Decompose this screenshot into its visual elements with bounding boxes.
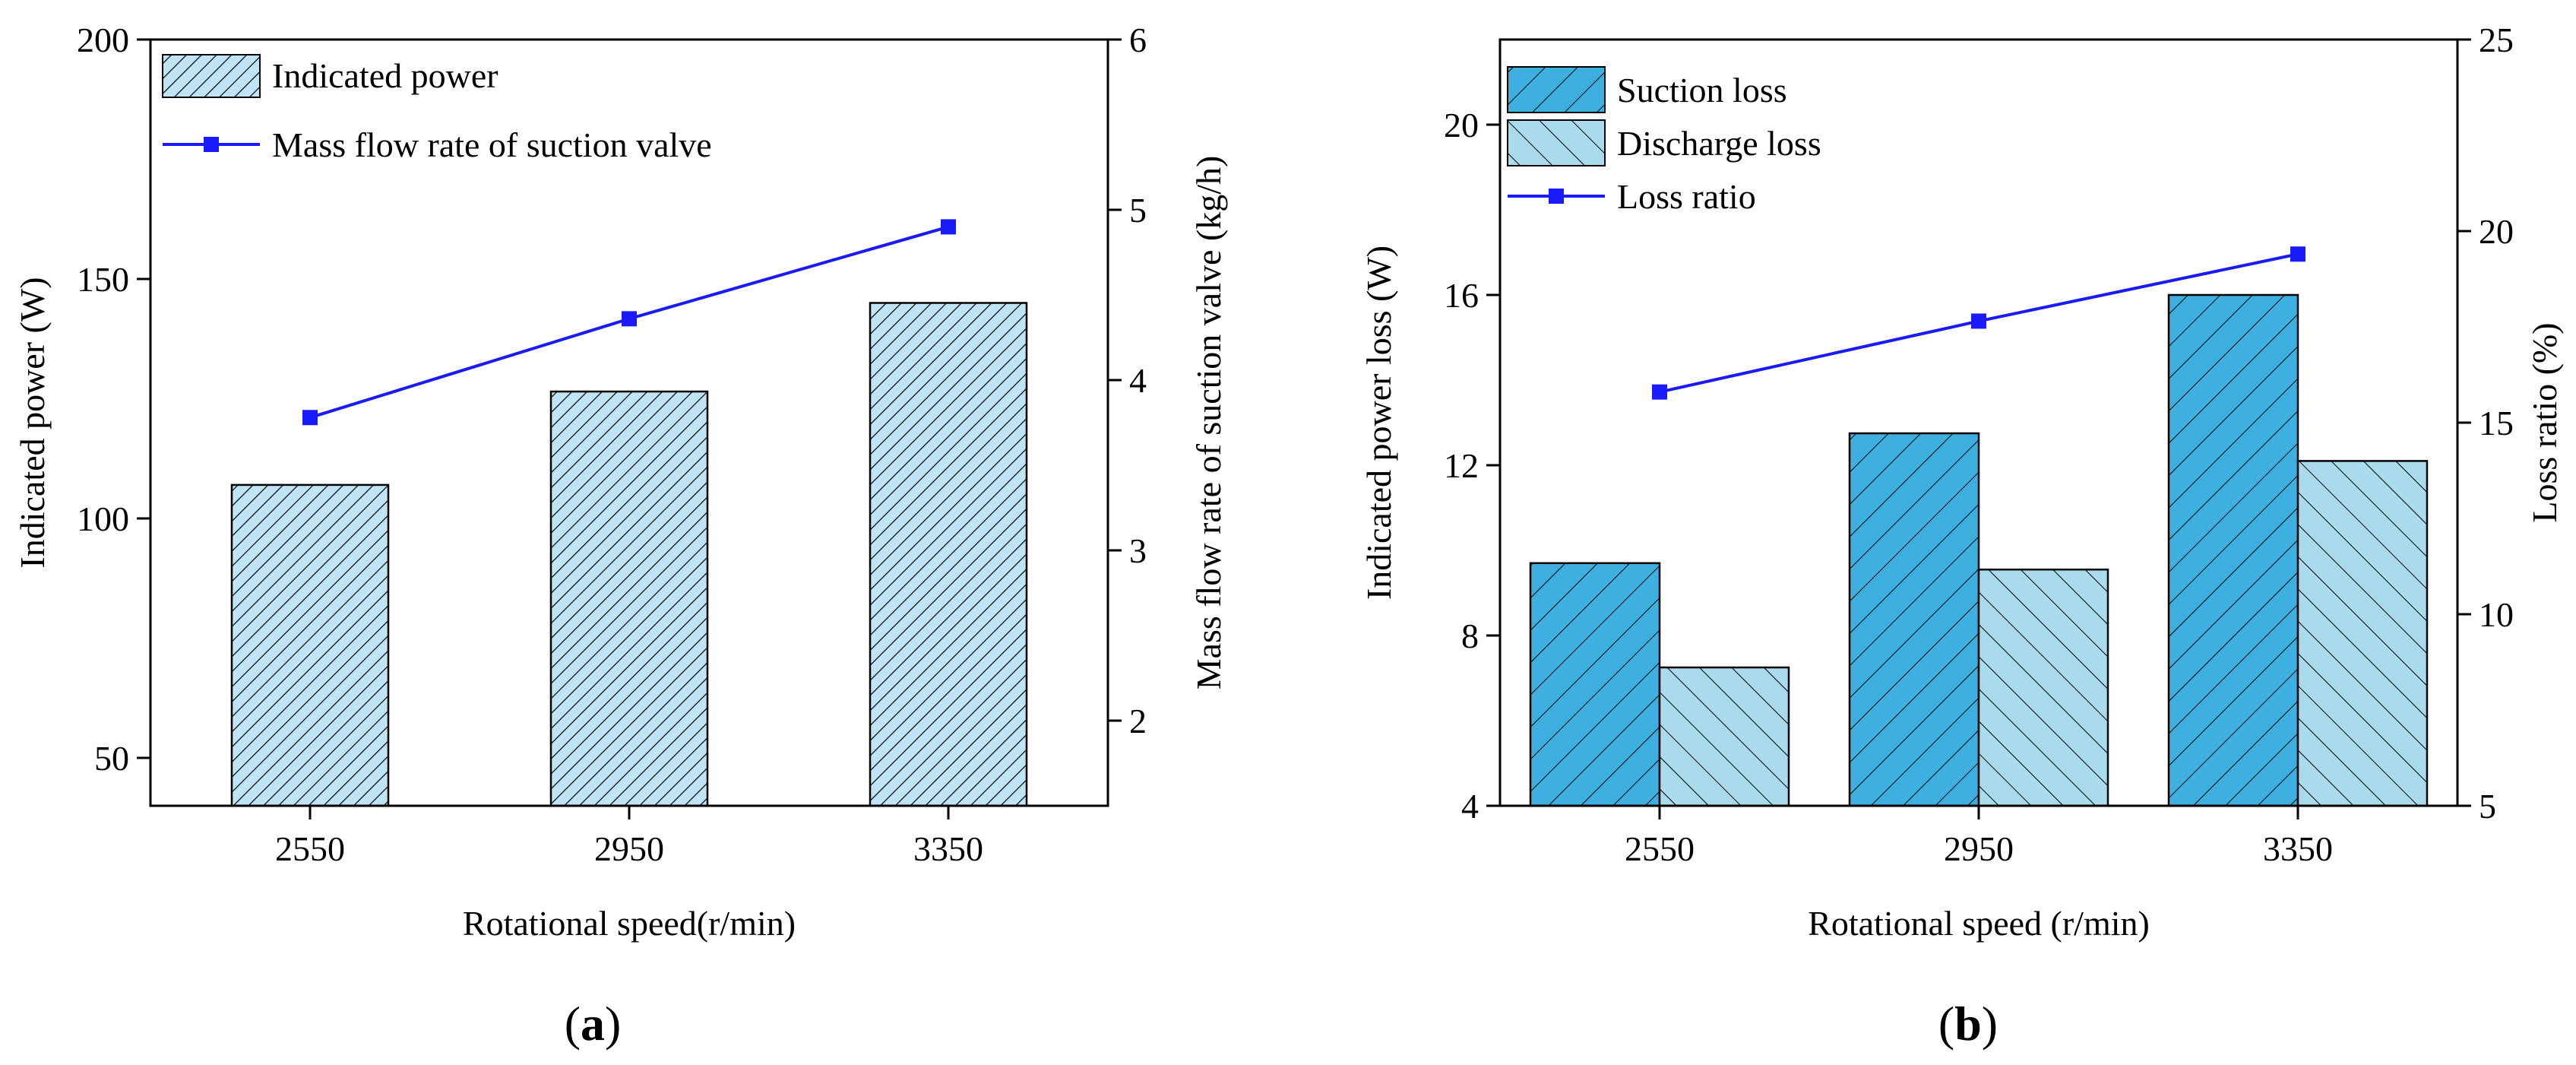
bar-discharge-loss xyxy=(1658,666,1790,807)
legend-label-indicated-power: Indicated power xyxy=(272,56,498,95)
bar-suction-loss xyxy=(2167,293,2299,807)
caption-b: (b) xyxy=(1938,997,1998,1051)
y2-tick-label: 4 xyxy=(1129,361,1147,400)
caption-a: (a) xyxy=(565,997,622,1051)
y-tick-label: 12 xyxy=(1444,446,1479,485)
line-point xyxy=(622,311,637,327)
y-tick-label: 16 xyxy=(1444,276,1479,315)
x-tick-label: 2950 xyxy=(594,829,664,868)
legend-marker-mass-flow xyxy=(204,137,219,152)
y-tick-label: 8 xyxy=(1461,616,1479,655)
y-tick-label: 200 xyxy=(77,21,129,59)
y-tick-label: 4 xyxy=(1461,787,1479,826)
legend-label-discharge-loss: Discharge loss xyxy=(1617,124,1821,163)
y-tick-label: 150 xyxy=(77,260,129,299)
y-tick-label: 100 xyxy=(77,499,129,538)
x-axis-label-a: Rotational speed(r/min) xyxy=(463,904,796,943)
x-tick-label: 2950 xyxy=(1944,829,2014,868)
y2-tick-label: 10 xyxy=(2479,595,2514,634)
legend-swatch-discharge-loss xyxy=(1507,119,1606,166)
bar-indicated-power xyxy=(549,390,709,807)
line-point xyxy=(1971,313,1986,329)
bar-suction-loss xyxy=(1848,432,1980,807)
y-tick-label: 20 xyxy=(1444,106,1479,144)
x-tick-label: 2550 xyxy=(1625,829,1695,868)
line-point xyxy=(1652,384,1667,400)
legend-label-loss-ratio: Loss ratio xyxy=(1617,177,1756,216)
panel-b: 4 8 12 16 20 5 10 15 20 25 2550 2950 3350 Indicate… xyxy=(1359,21,2564,1051)
bar-suction-loss xyxy=(1529,562,1661,807)
legend-b: Suction loss Discharge loss Loss ratio xyxy=(1507,66,1821,216)
y2-tick-label: 3 xyxy=(1129,531,1147,570)
bar-indicated-power xyxy=(230,483,390,807)
bar-discharge-loss xyxy=(2296,460,2429,807)
y2-tick-label: 2 xyxy=(1129,702,1147,740)
y2-tick-label: 5 xyxy=(1129,191,1147,230)
y2-tick-label: 20 xyxy=(2479,212,2514,251)
line-point xyxy=(941,219,956,235)
legend-marker-loss-ratio xyxy=(1549,189,1564,204)
legend-label-suction-loss: Suction loss xyxy=(1617,71,1787,109)
bar-indicated-power xyxy=(869,302,1028,807)
bar-discharge-loss xyxy=(1977,568,2109,807)
legend-label-mass-flow: Mass flow rate of suction valve xyxy=(272,125,712,164)
y2-axis-label-a: Mass flow rate of suction valve (kg/h) xyxy=(1189,156,1228,690)
legend-swatch-indicated-power xyxy=(162,54,261,98)
x-tick-label: 3350 xyxy=(913,829,983,868)
y2-tick-label: 5 xyxy=(2479,787,2496,826)
y2-tick-label: 15 xyxy=(2479,404,2514,442)
x-tick-label: 2550 xyxy=(275,829,345,868)
y-axis-label-b: Indicated power loss (W) xyxy=(1359,246,1398,600)
x-axis-label-b: Rotational speed (r/min) xyxy=(1808,904,2150,943)
legend-a: Indicated power Mass flow rate of suctio… xyxy=(162,54,712,164)
y-tick-label: 50 xyxy=(94,739,129,778)
y2-tick-label: 6 xyxy=(1129,21,1147,59)
x-tick-label: 3350 xyxy=(2263,829,2333,868)
line-point xyxy=(2290,246,2305,262)
y2-tick-label: 25 xyxy=(2479,21,2514,59)
legend-swatch-suction-loss xyxy=(1507,66,1606,113)
y-axis-label-a: Indicated power (W) xyxy=(13,277,52,568)
line-point xyxy=(302,410,318,426)
panel-a: 50 100 150 200 2 3 4 5 6 2550 2950 3350 Indicated… xyxy=(13,21,1228,1051)
y2-axis-label-b: Loss ratio (%) xyxy=(2525,322,2564,522)
